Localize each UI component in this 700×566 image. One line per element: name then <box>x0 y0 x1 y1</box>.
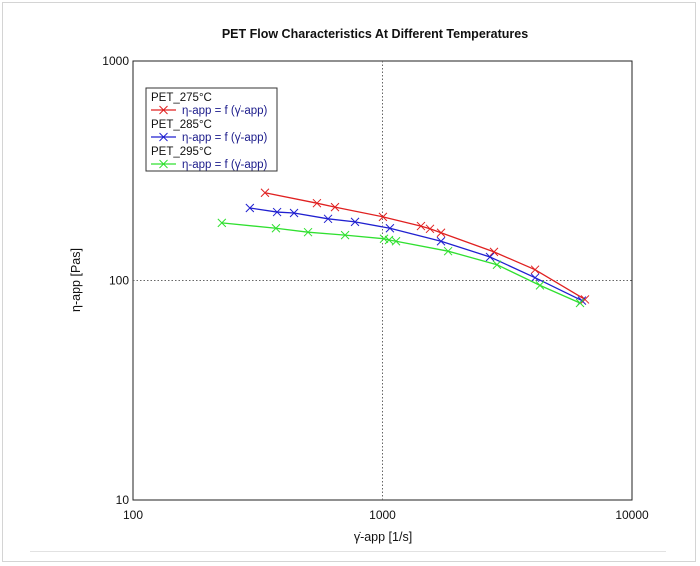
series-line <box>221 222 581 304</box>
data-point-marker <box>580 295 590 304</box>
data-point-marker <box>489 247 499 257</box>
data-point-marker <box>312 198 322 208</box>
series-PET_295°C <box>217 218 585 308</box>
data-point-marker <box>384 235 394 245</box>
data-point-marker <box>271 223 281 233</box>
data-point-marker <box>323 214 333 224</box>
data-point-marker <box>416 221 426 231</box>
data-point-marker <box>530 265 540 275</box>
series-line <box>249 207 583 302</box>
legend-marker-swatch <box>159 105 168 115</box>
x-axis-label: γ̇-app [1/s] <box>354 530 412 544</box>
data-point-marker <box>378 212 388 222</box>
data-point-marker <box>530 273 540 283</box>
data-point-marker <box>535 281 545 290</box>
y-tick-label: 100 <box>109 274 129 288</box>
data-point-marker <box>443 246 453 256</box>
series-line <box>264 192 586 300</box>
data-point-marker <box>436 236 446 246</box>
divider <box>30 551 666 552</box>
legend-marker-swatch <box>159 159 168 169</box>
legend-entry-label: η-app = f (γ̇-app) <box>182 132 268 144</box>
y-tick-label: 10 <box>116 493 130 507</box>
x-tick-label: 1000 <box>369 508 396 522</box>
data-point-marker <box>425 224 435 234</box>
data-point-marker <box>350 217 360 227</box>
data-point-marker <box>330 202 340 212</box>
data-point-marker <box>391 236 401 246</box>
legend: PET_275°Cη-app = f (γ̇-app)PET_285°Cη-ap… <box>145 87 278 172</box>
legend-entry-label: η-app = f (γ̇-app) <box>182 159 268 171</box>
x-tick-label: 10000 <box>615 508 649 522</box>
data-point-marker <box>272 207 282 217</box>
data-point-marker <box>340 230 350 240</box>
chart-title: PET Flow Characteristics At Different Te… <box>222 27 528 41</box>
y-axis-label: η-app [Pas] <box>69 248 83 312</box>
data-point-marker <box>245 203 255 213</box>
data-point-marker <box>303 227 313 237</box>
data-point-marker <box>385 223 395 233</box>
data-point-marker <box>492 260 502 270</box>
data-point-marker <box>217 218 227 228</box>
legend-group-label: PET_285°C <box>151 119 212 131</box>
data-point-marker <box>289 208 299 218</box>
legend-box <box>145 87 278 172</box>
legend-group-label: PET_275°C <box>151 92 212 104</box>
data-point-marker <box>379 234 389 244</box>
legend-marker-swatch <box>159 132 168 142</box>
legend-entry-label: η-app = f (γ̇-app) <box>182 105 268 117</box>
legend-group-label: PET_295°C <box>151 146 212 158</box>
data-point-marker <box>485 252 495 262</box>
series-PET_285°C <box>245 203 587 305</box>
x-tick-label: 100 <box>123 508 143 522</box>
series-PET_275°C <box>260 188 590 304</box>
y-tick-label: 1000 <box>102 54 129 68</box>
data-point-marker <box>436 228 446 238</box>
data-point-marker <box>575 298 585 308</box>
data-point-marker <box>260 188 270 198</box>
